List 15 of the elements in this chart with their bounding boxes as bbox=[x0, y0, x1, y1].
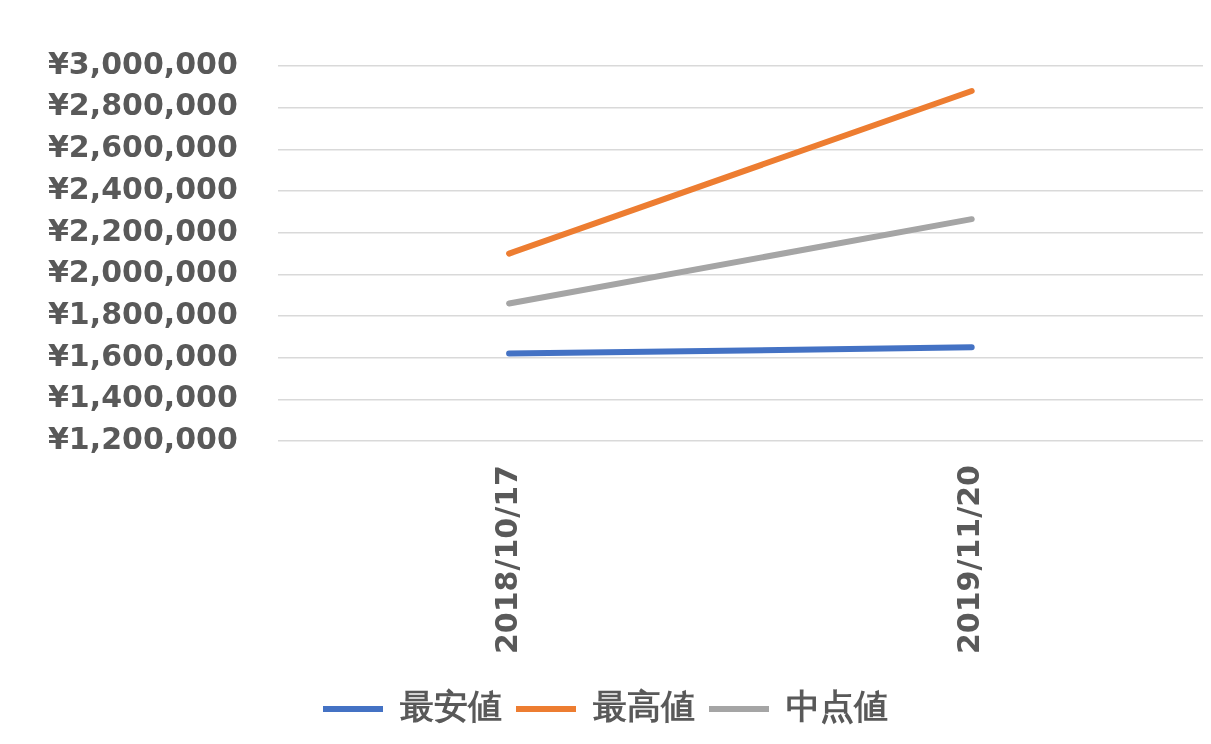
y-tick-label: ¥1,400,000 bbox=[47, 379, 238, 415]
y-tick-label: ¥2,600,000 bbox=[47, 129, 238, 165]
legend-label: 中点値 bbox=[786, 685, 888, 726]
y-tick-label: ¥3,000,000 bbox=[47, 45, 238, 81]
legend-label: 最高値 bbox=[593, 685, 695, 726]
legend-label: 最安値 bbox=[400, 685, 502, 726]
x-tick-label: 2018/10/17 bbox=[488, 465, 524, 654]
y-tick-label: ¥1,600,000 bbox=[47, 337, 238, 373]
y-tick-label: ¥1,200,000 bbox=[47, 420, 238, 456]
y-tick-label: ¥2,000,000 bbox=[47, 254, 238, 290]
y-tick-label: ¥1,800,000 bbox=[47, 295, 238, 331]
y-tick-label: ¥2,400,000 bbox=[47, 170, 238, 206]
x-tick-label: 2019/11/20 bbox=[951, 465, 987, 654]
y-tick-label: ¥2,200,000 bbox=[47, 212, 238, 248]
y-tick-label: ¥2,800,000 bbox=[47, 87, 238, 123]
